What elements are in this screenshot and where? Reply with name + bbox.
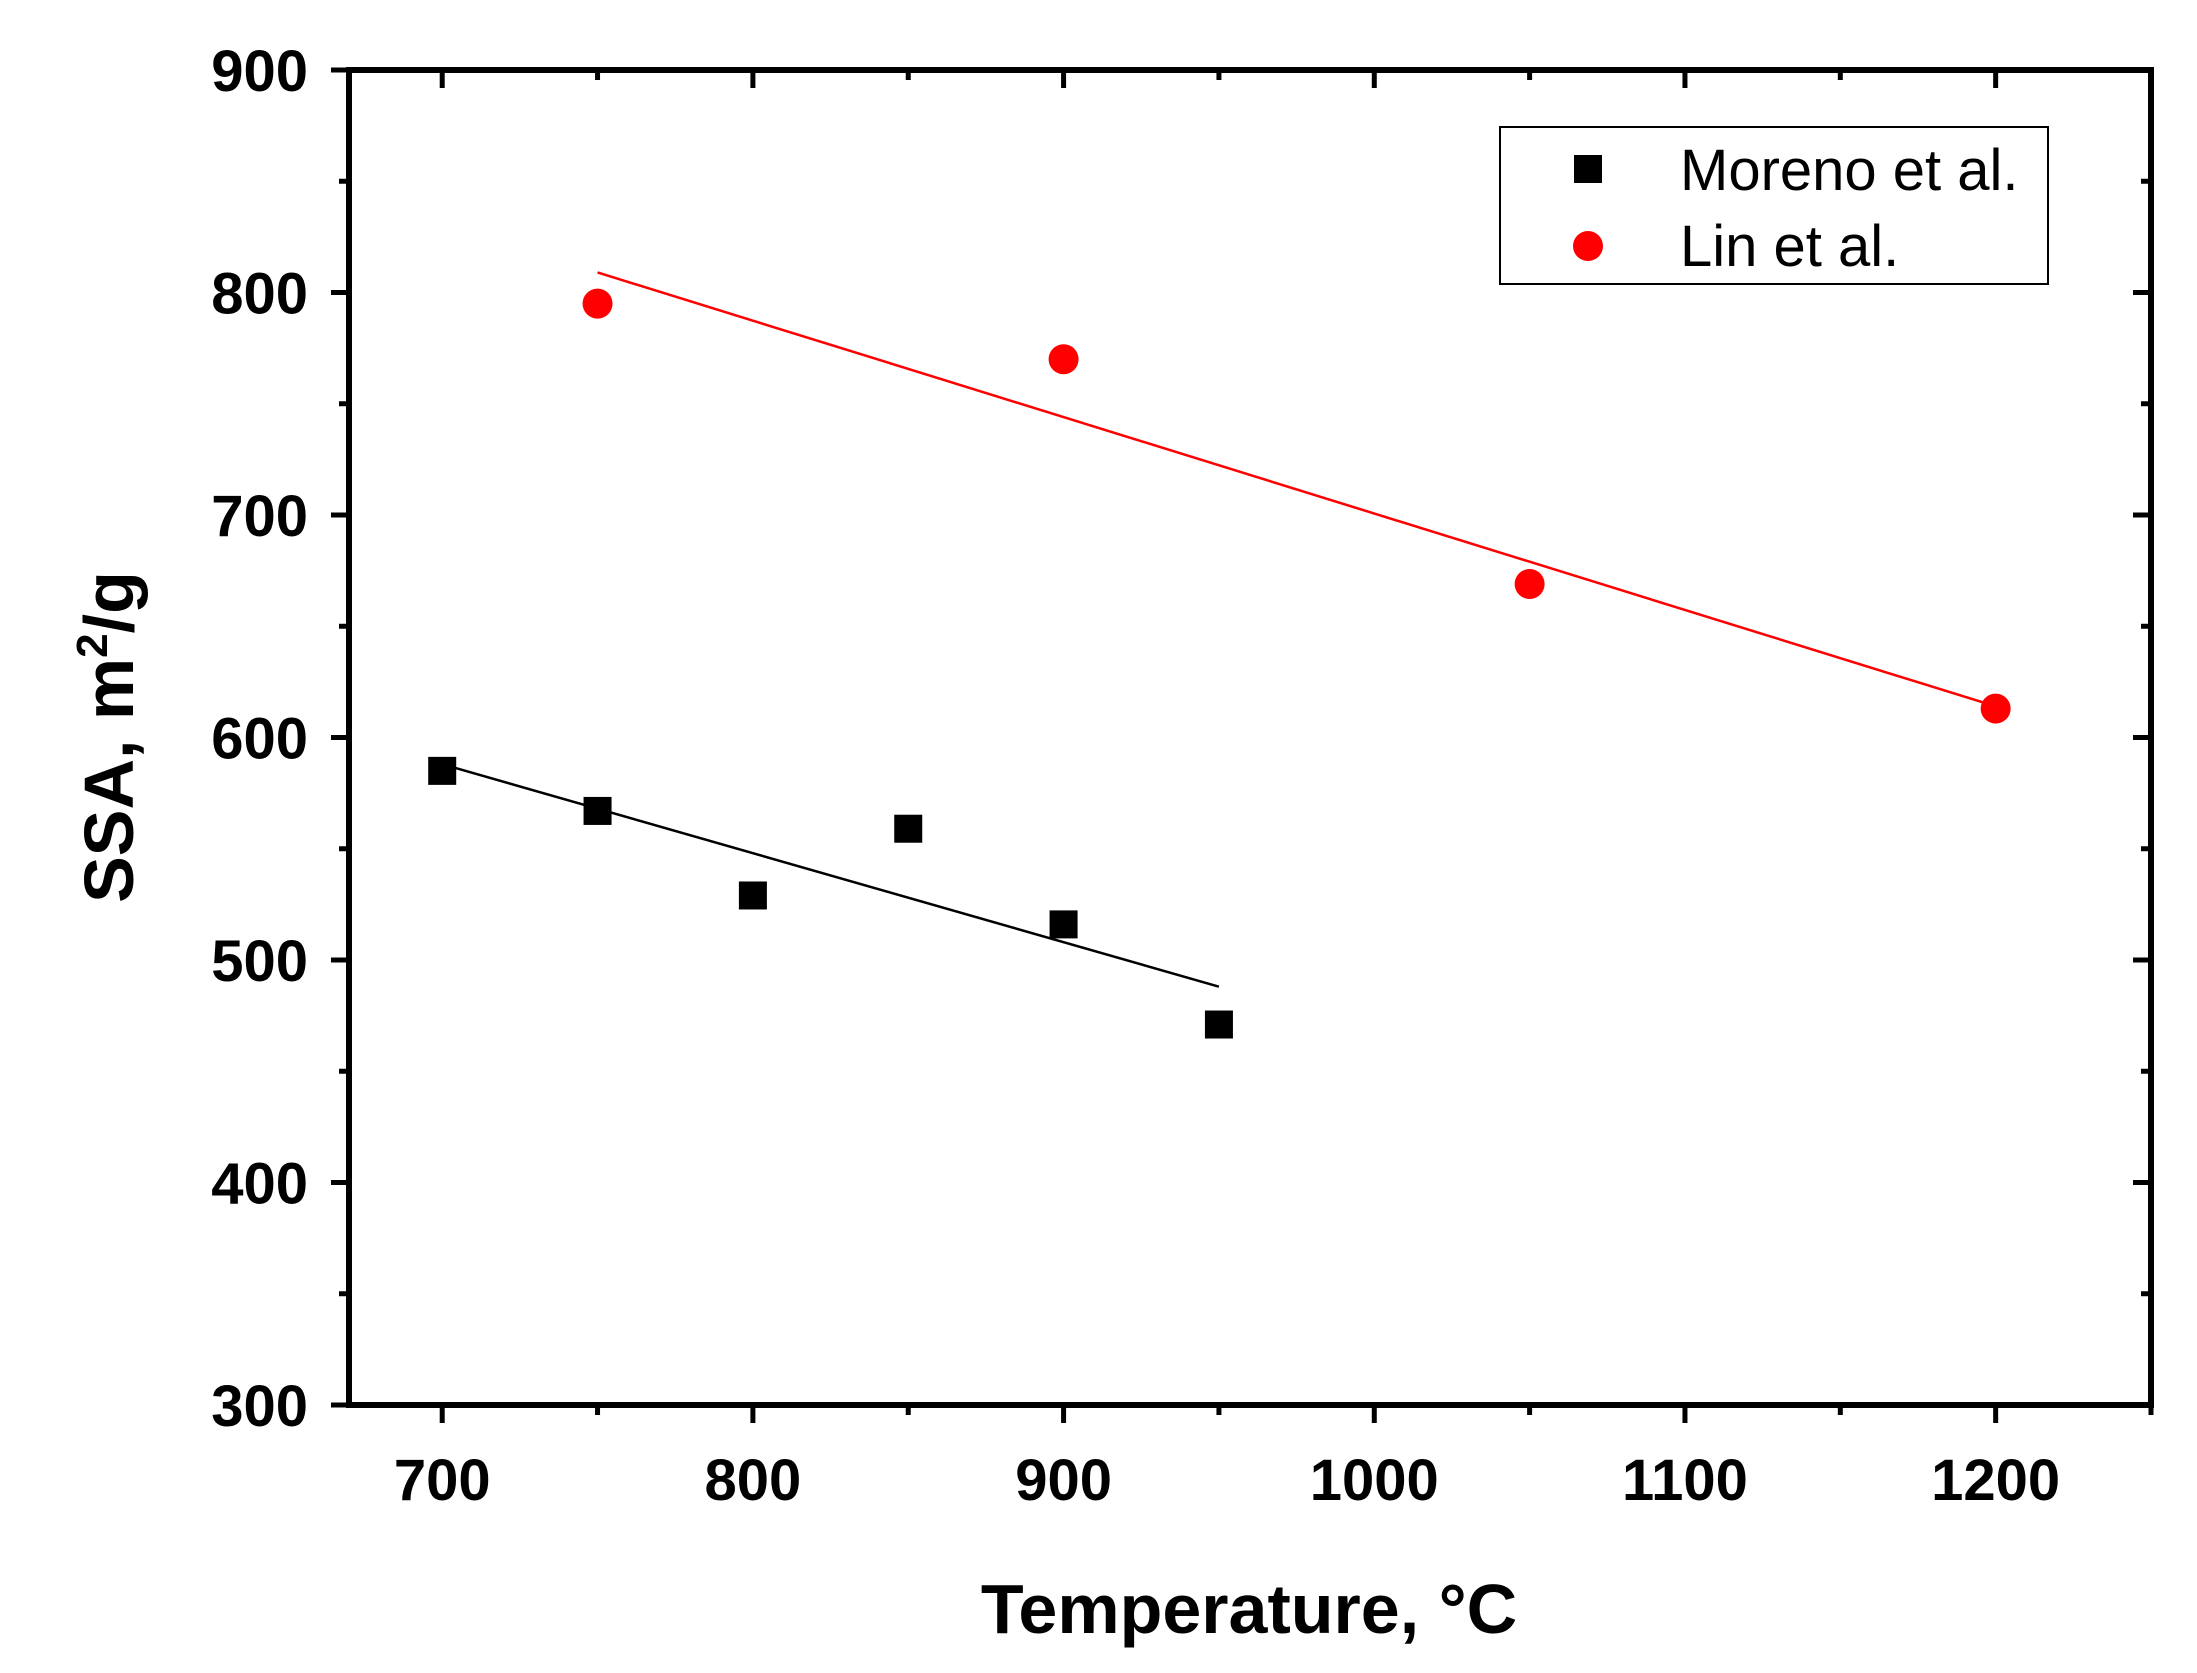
x-axis-title: Temperature, °C xyxy=(981,1570,1517,1648)
y-axis-ticks: 300 400 500 600 700 800 900 xyxy=(211,39,2151,1439)
y-tick-label-500: 500 xyxy=(211,929,308,994)
legend-marker-moreno xyxy=(1574,155,1602,183)
point-series0-1 xyxy=(583,796,612,825)
point-series0-4 xyxy=(1049,910,1078,939)
y-tick-label-300: 300 xyxy=(211,1374,308,1439)
point-series0-3 xyxy=(894,814,923,843)
data-points xyxy=(428,288,2011,1039)
y-axis-title-main: SSA, m xyxy=(70,658,148,903)
legend: Moreno et al. Lin et al. xyxy=(1499,126,2049,285)
point-series1-2 xyxy=(1514,568,1545,599)
x-tick-label-1200: 1200 xyxy=(1931,1448,2060,1513)
point-series1-0 xyxy=(582,288,613,319)
fit-lines xyxy=(441,271,1997,988)
x-tick-label-900: 900 xyxy=(1015,1448,1112,1513)
point-series0-5 xyxy=(1204,1010,1233,1039)
y-tick-label-700: 700 xyxy=(211,484,308,549)
point-series1-1 xyxy=(1048,344,1079,375)
x-tick-label-700: 700 xyxy=(394,1448,491,1513)
x-tick-label-1100: 1100 xyxy=(1622,1448,1748,1513)
point-series1-3 xyxy=(1980,693,2011,724)
x-axis-ticks: 700 800 900 1000 1100 1200 xyxy=(394,70,2154,1513)
legend-marker-lin xyxy=(1573,231,1603,261)
y-axis-title: SSA, m2/g xyxy=(68,571,148,903)
point-series0-0 xyxy=(428,756,457,785)
fit-line-1 xyxy=(597,271,1997,708)
y-axis-title-unit: /g xyxy=(70,571,148,633)
y-tick-label-900: 900 xyxy=(211,39,308,104)
x-tick-label-1000: 1000 xyxy=(1310,1448,1439,1513)
y-tick-label-800: 800 xyxy=(211,262,308,327)
legend-label-moreno: Moreno et al. xyxy=(1680,138,2019,203)
y-tick-label-600: 600 xyxy=(211,707,308,772)
y-axis-title-superscript: 2 xyxy=(68,633,117,657)
legend-label-lin: Lin et al. xyxy=(1680,214,1899,279)
fit-line-0 xyxy=(441,762,1220,988)
point-series0-2 xyxy=(738,881,767,910)
y-tick-label-400: 400 xyxy=(211,1152,308,1217)
x-tick-label-800: 800 xyxy=(705,1448,802,1513)
